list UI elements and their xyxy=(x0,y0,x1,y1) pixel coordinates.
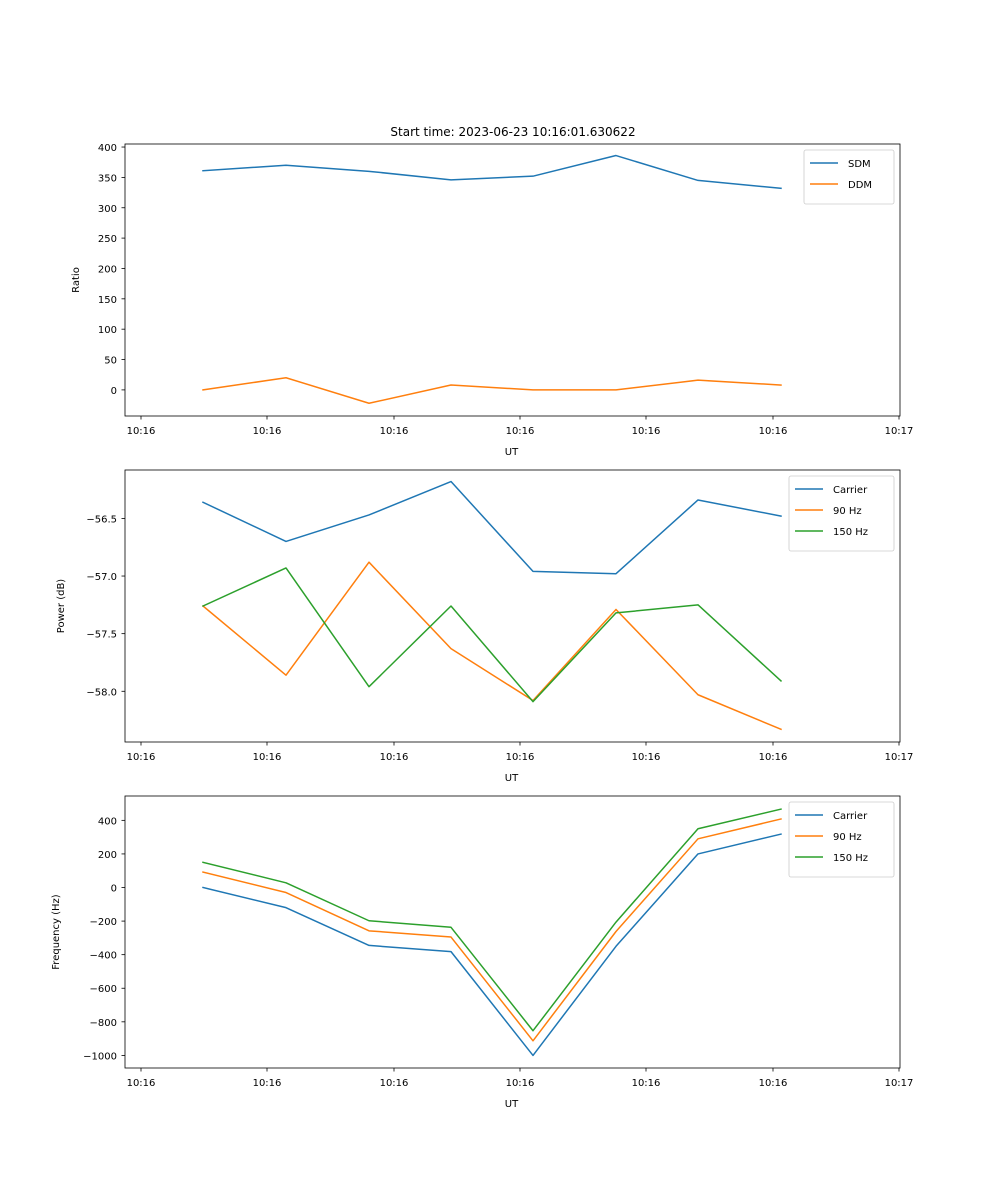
x-tick-label: 10:16 xyxy=(380,1078,409,1089)
series-line-150-hz xyxy=(202,808,782,1032)
x-tick-label: 10:16 xyxy=(253,752,282,763)
y-tick-label: 150 xyxy=(98,295,117,306)
y-tick-label: −1000 xyxy=(83,1051,117,1062)
axes-frame xyxy=(124,469,901,743)
legend-label: 90 Hz xyxy=(833,506,862,517)
x-tick-label: 10:17 xyxy=(885,426,914,437)
legend-box xyxy=(788,475,895,552)
x-tick-label: 10:16 xyxy=(127,426,156,437)
series-line-carrier xyxy=(202,480,782,575)
series-line-sdm xyxy=(202,154,782,190)
x-axis-label: UT xyxy=(505,773,519,784)
y-axis-label: Power (dB) xyxy=(56,579,67,634)
series-line-ddm xyxy=(202,377,782,404)
x-tick-label: 10:16 xyxy=(380,426,409,437)
legend-label: 150 Hz xyxy=(833,853,868,864)
x-tick-label: 10:16 xyxy=(506,1078,535,1089)
x-tick-label: 10:16 xyxy=(253,426,282,437)
legend-label: SDM xyxy=(848,159,871,170)
x-tick-label: 10:16 xyxy=(632,1078,661,1089)
y-tick-label: −57.0 xyxy=(86,572,117,583)
y-axis-label: Frequency (Hz) xyxy=(51,894,62,970)
x-tick-label: 10:16 xyxy=(127,752,156,763)
y-tick-label: 300 xyxy=(98,204,117,215)
subplot-3: 10:1610:1610:1610:1610:1610:1610:1610:17… xyxy=(51,795,914,1110)
x-tick-label: 10:16 xyxy=(380,752,409,763)
y-tick-label: −400 xyxy=(90,951,117,962)
x-tick-label: 10:16 xyxy=(506,752,535,763)
legend-label: Carrier xyxy=(833,811,868,822)
x-tick-label: 10:16 xyxy=(253,1078,282,1089)
legend-label: Carrier xyxy=(833,485,868,496)
y-tick-label: −58.0 xyxy=(86,687,117,698)
series-line-carrier xyxy=(202,833,782,1057)
subplot-2: 10:1610:1610:1610:1610:1610:1610:1610:17… xyxy=(56,469,914,784)
legend-label: 90 Hz xyxy=(833,832,862,843)
y-tick-label: −800 xyxy=(90,1018,117,1029)
x-axis-label: UT xyxy=(505,1099,519,1110)
y-tick-label: −600 xyxy=(90,984,117,995)
legend-label: 150 Hz xyxy=(833,527,868,538)
x-tick-label: 10:16 xyxy=(506,426,535,437)
y-axis-label: Ratio xyxy=(71,267,82,293)
axes-frame xyxy=(124,795,901,1069)
x-tick-label: 10:16 xyxy=(632,752,661,763)
y-tick-label: 0 xyxy=(111,386,117,397)
y-tick-label: 400 xyxy=(98,816,117,827)
y-tick-label: −200 xyxy=(90,917,117,928)
y-tick-label: 200 xyxy=(98,850,117,861)
subplots: 10:16 10:16 10:16 10:16 10:16 10:16 10:16 10:17… xyxy=(51,143,913,1110)
y-tick-label: 100 xyxy=(98,325,117,336)
y-tick-label: 0 xyxy=(111,884,117,895)
x-tick-label: 10:16 xyxy=(632,426,661,437)
y-tick-label: 200 xyxy=(98,264,117,275)
subplot-1: 10:1610:1610:1610:1610:1610:1610:1610:17… xyxy=(71,143,913,458)
legend: Carrier 90 Hz 150 Hz xyxy=(788,801,895,878)
y-tick-label: 400 xyxy=(98,143,117,154)
series-line-90-hz xyxy=(202,818,782,1042)
axes-frame xyxy=(124,143,901,417)
legend: SDM DDM xyxy=(803,149,895,205)
x-tick-label: 10:16 xyxy=(759,752,788,763)
y-tick-label: −57.5 xyxy=(86,630,117,641)
x-tick-label: 10:16 xyxy=(127,1078,156,1089)
x-tick-label: 10:16 xyxy=(759,1078,788,1089)
legend: Carrier 90 Hz 150 Hz xyxy=(788,475,895,552)
x-tick-label: 10:16 xyxy=(759,426,788,437)
y-tick-label: 250 xyxy=(98,234,117,245)
legend-box xyxy=(788,801,895,878)
y-tick-label: 50 xyxy=(104,356,117,367)
chart-title: Start time: 2023-06-23 10:16:01.630622 xyxy=(390,125,635,139)
x-tick-label: 10:17 xyxy=(885,752,914,763)
y-tick-label: −56.5 xyxy=(86,514,117,525)
y-tick-label: 350 xyxy=(98,173,117,184)
x-tick-label: 10:17 xyxy=(885,1078,914,1089)
series-line-90-hz xyxy=(201,561,782,731)
legend-label: DDM xyxy=(848,180,872,191)
x-axis-label: UT xyxy=(505,447,519,458)
series-line-150-hz xyxy=(202,567,783,703)
